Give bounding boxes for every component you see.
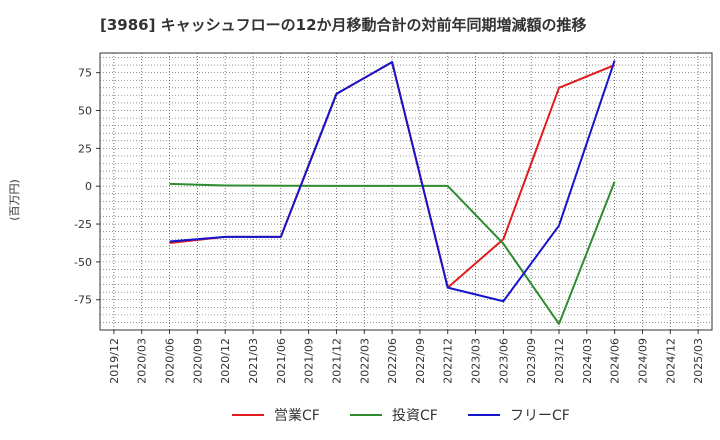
x-tick-label: 2022/12	[442, 338, 455, 384]
grid	[100, 53, 712, 330]
legend-label: フリーCF	[510, 408, 570, 424]
x-tick-label: 2021/06	[275, 338, 288, 384]
x-tick-label: 2022/03	[358, 338, 371, 384]
x-tick-label: 2024/12	[664, 338, 677, 384]
x-tick-label: 2023/09	[525, 338, 538, 384]
series-lines	[169, 60, 616, 325]
x-tick-label: 2020/03	[136, 338, 149, 384]
y-tick-label: 50	[78, 105, 92, 118]
x-tick-label: 2021/09	[303, 338, 316, 384]
y-tick-label: -75	[74, 294, 92, 307]
x-tick-label: 2025/03	[692, 338, 705, 384]
plot-frame	[99, 52, 713, 331]
x-tick-label: 2024/06	[609, 338, 622, 384]
legend: 営業CF 投資CF フリーCF	[232, 408, 570, 424]
x-tick-label: 2020/12	[219, 338, 232, 384]
y-axis-label: (百万円)	[8, 179, 21, 221]
legend-label: 投資CF	[392, 408, 438, 424]
x-tick-label: 2024/09	[636, 338, 649, 384]
x-tick-label: 2021/12	[330, 338, 343, 384]
x-tick-label: 2022/09	[414, 338, 427, 384]
x-tick-label: 2023/03	[470, 338, 483, 384]
y-tick-label: 75	[78, 67, 92, 80]
chart-title: [3986] キャッシュフローの12か月移動合計の対前年同期増減額の推移	[100, 16, 587, 34]
x-tick-label: 2023/06	[497, 338, 510, 384]
y-tick-label: 0	[85, 180, 92, 193]
legend-label: 営業CF	[274, 408, 320, 424]
x-tick-label: 2024/03	[581, 338, 594, 384]
x-tick-label: 2019/12	[108, 338, 121, 384]
series-line-2	[169, 60, 616, 303]
x-tick-label: 2021/03	[247, 338, 260, 384]
series-line-1	[169, 181, 616, 325]
x-tick-label: 2020/09	[191, 338, 204, 384]
y-tick-label: 25	[78, 142, 92, 155]
y-tick-label: -25	[74, 218, 92, 231]
x-tick-label: 2020/06	[164, 338, 177, 384]
x-tick-label: 2022/06	[386, 338, 399, 384]
x-tick-label: 2023/12	[553, 338, 566, 384]
y-tick-label: -50	[74, 256, 92, 269]
x-axis-ticks: 2019/12 2020/03 2020/06 2020/09 2020/12 2021/…	[108, 330, 705, 384]
y-axis-ticks: 75 50 25 0 -25 -50 -75	[74, 67, 100, 307]
